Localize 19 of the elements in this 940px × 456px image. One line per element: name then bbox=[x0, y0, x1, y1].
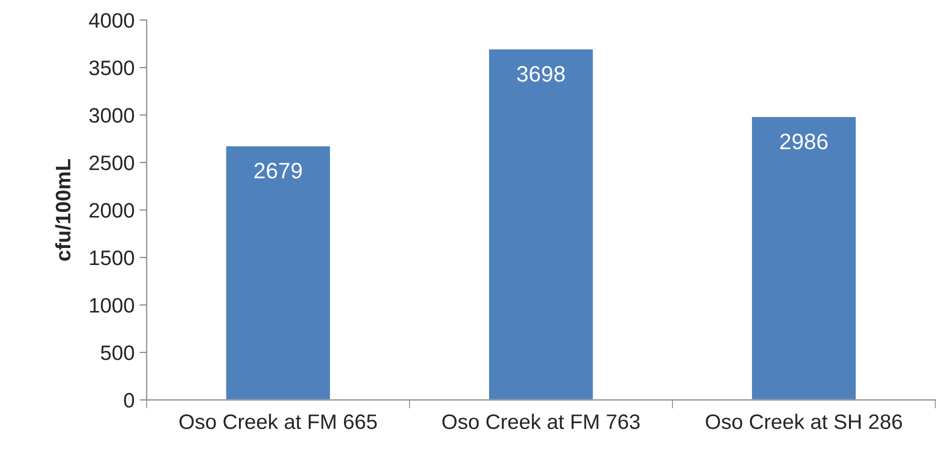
x-tick-label: Oso Creek at FM 763 bbox=[442, 414, 640, 430]
data-label: 2679 bbox=[254, 162, 302, 178]
y-tick-label: 500 bbox=[100, 345, 134, 360]
y-tick-label: 2000 bbox=[90, 202, 134, 218]
y-tick-label: 1000 bbox=[90, 298, 134, 313]
y-tick-label: 3500 bbox=[89, 60, 134, 76]
x-tick-label: Oso Creek at FM 665 bbox=[180, 414, 377, 430]
bar bbox=[750, 116, 858, 400]
y-tick-label: 2500 bbox=[90, 156, 134, 170]
y-tick-label: 4000 bbox=[88, 13, 134, 28]
y-tick-label: 0 bbox=[124, 392, 134, 408]
y-tick-label: 1500 bbox=[90, 250, 134, 266]
data-label: 3698 bbox=[517, 66, 565, 82]
bar bbox=[224, 144, 332, 400]
bar bbox=[488, 48, 594, 400]
x-tick-label: Oso Creek at SH 286 bbox=[706, 414, 902, 430]
y-tick-label: 3000 bbox=[89, 108, 134, 123]
data-label: 2986 bbox=[780, 134, 828, 150]
y-axis-title: cfu/100mL bbox=[55, 159, 71, 261]
